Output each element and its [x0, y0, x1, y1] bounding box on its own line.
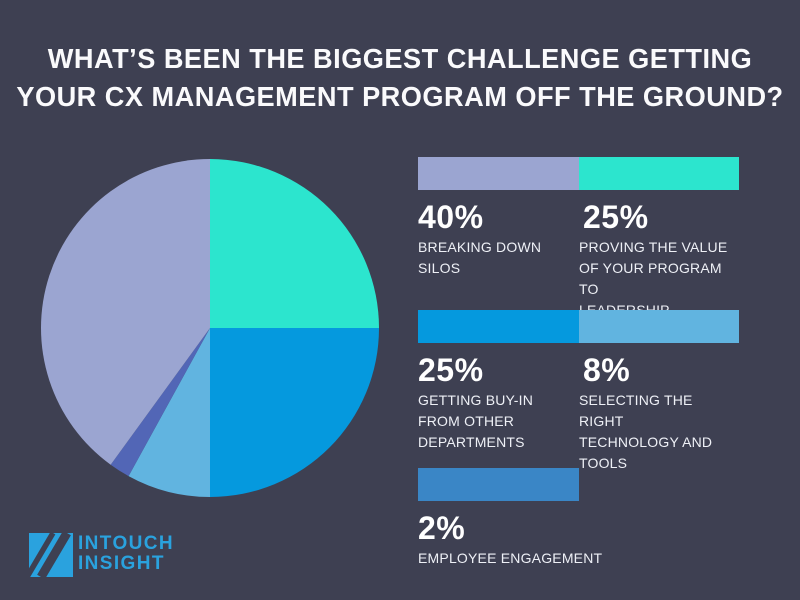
intouch-insight-logo: INTOUCH INSIGHT — [29, 533, 174, 577]
chart-title: WHAT’S BEEN THE BIGGEST CHALLENGE GETTIN… — [0, 40, 800, 116]
legend-item-getting-buy-in: 25% GETTING BUY-IN FROM OTHER DEPARTMENT… — [418, 343, 579, 474]
pie-slice-getting-buy-in — [210, 328, 379, 497]
pie-slice-employee-engagement — [110, 328, 210, 477]
pie-chart — [41, 159, 379, 497]
legend-row-2: 25% GETTING BUY-IN FROM OTHER DEPARTMENT… — [418, 310, 753, 474]
legend-swatch-selecting-technology — [579, 310, 739, 343]
pie-slice-breaking-down-silos — [41, 159, 211, 465]
pie-chart-container — [41, 159, 379, 497]
legend-percent: 8% — [583, 352, 631, 388]
pie-slice-selecting-technology — [128, 328, 210, 497]
chart-title-line2: YOUR CX MANAGEMENT PROGRAM OFF THE GROUN… — [16, 81, 784, 112]
legend-label: GETTING BUY-IN FROM OTHER DEPARTMENTS — [418, 392, 534, 450]
legend-bar-2 — [418, 310, 753, 343]
legend-bar-1 — [418, 157, 753, 190]
legend-label: PROVING THE VALUE OF YOUR PROGRAM TO LEA… — [579, 239, 728, 318]
intouch-insight-logo-text: INTOUCH INSIGHT — [78, 534, 174, 573]
legend-label: BREAKING DOWN SILOS — [418, 239, 542, 276]
legend-label: SELECTING THE RIGHT TECHNOLOGY AND TOOLS — [579, 392, 713, 471]
legend-item-breaking-down-silos: 40% BREAKING DOWN SILOS — [418, 190, 579, 321]
legend-item-employee-engagement: 2% EMPLOYEE ENGAGEMENT — [418, 501, 753, 569]
legend-label: EMPLOYEE ENGAGEMENT — [418, 550, 603, 566]
logo-text-line2: INSIGHT — [78, 552, 165, 574]
logo-text-line1: INTOUCH — [78, 533, 175, 554]
legend-row-3: 2% EMPLOYEE ENGAGEMENT — [418, 468, 753, 569]
legend-item-selecting-technology: 8% SELECTING THE RIGHT TECHNOLOGY AND TO… — [579, 343, 740, 474]
legend-row-1: 40% BREAKING DOWN SILOS 25% PROVING THE … — [418, 157, 753, 321]
legend-percent: 40% — [418, 199, 484, 235]
legend-percent: 2% — [418, 510, 466, 546]
legend-percent: 25% — [583, 199, 649, 235]
legend-swatch-breaking-down-silos — [418, 157, 579, 190]
legend-swatch-proving-the-value — [579, 157, 739, 190]
chart-title-line1: WHAT’S BEEN THE BIGGEST CHALLENGE GETTIN… — [47, 43, 753, 74]
legend-percent: 25% — [418, 352, 484, 388]
legend-item-proving-the-value: 25% PROVING THE VALUE OF YOUR PROGRAM TO… — [579, 190, 740, 321]
intouch-insight-logo-icon — [29, 533, 73, 577]
legend-swatch-employee-engagement — [418, 468, 579, 501]
pie-slice-proving-the-value — [210, 159, 379, 328]
legend-swatch-getting-buy-in — [418, 310, 579, 343]
legend-bar-3 — [418, 468, 753, 501]
